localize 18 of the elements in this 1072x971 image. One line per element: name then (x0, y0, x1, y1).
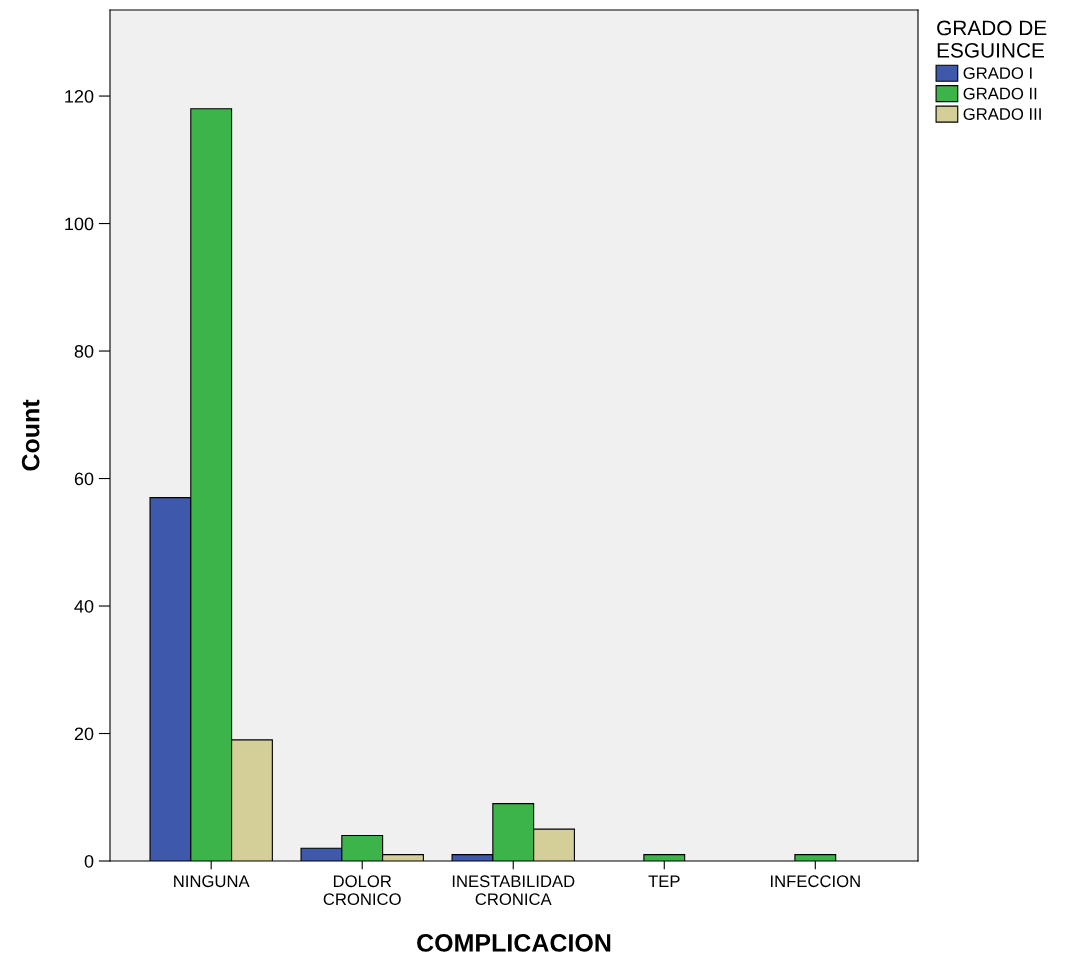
y-axis-title: Count (21, 399, 40, 471)
y-tick-label: 40 (74, 599, 94, 613)
y-tick-label: 100 (65, 217, 94, 231)
y-tick-label: 0 (84, 854, 94, 868)
legend-title: GRADO DE ESGUINCE (937, 20, 1047, 58)
x-tick-label: TEP (648, 875, 680, 887)
legend-label: GRADO II (963, 87, 1037, 100)
legend-label: GRADO I (963, 67, 1032, 80)
y-tick-label: 120 (65, 89, 94, 103)
x-tick-label: INFECCION (771, 875, 860, 888)
legend-label: GRADO III (963, 108, 1041, 120)
x-tick-label: DOLOR CRONICO (323, 875, 401, 906)
x-tick-label: NINGUNA (174, 875, 250, 888)
y-tick-label: 60 (74, 472, 94, 486)
x-axis-title: COMPLICACION (417, 934, 611, 952)
x-tick-label: INESTABILIDAD CRONICA (452, 875, 575, 906)
y-tick-label: 80 (74, 344, 94, 358)
y-tick-label: 20 (74, 727, 94, 741)
